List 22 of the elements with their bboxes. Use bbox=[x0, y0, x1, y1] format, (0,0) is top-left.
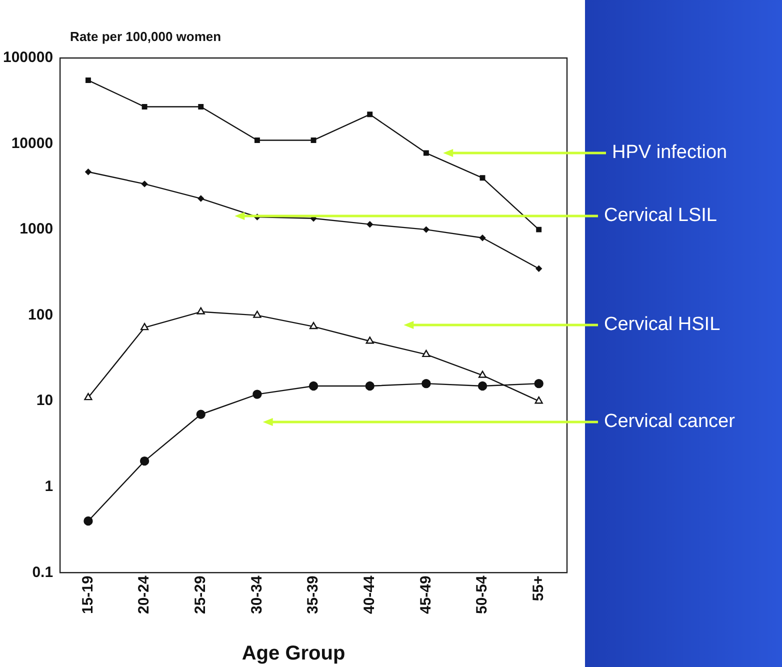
x-tick-label: 45-49 bbox=[417, 576, 434, 614]
x-axis-title: Age Group bbox=[242, 642, 346, 665]
y-tick-label: 100000 bbox=[2, 49, 54, 66]
x-tick-label: 55+ bbox=[530, 575, 547, 602]
x-tick-label: 35-39 bbox=[304, 576, 322, 614]
y-tick-label: 1000 bbox=[20, 220, 54, 238]
x-tick-label: 50-54 bbox=[474, 574, 491, 614]
text: Cervical LSIL bbox=[604, 205, 717, 226]
text: HPV infection bbox=[612, 142, 728, 164]
x-tick-label: 15-19 bbox=[79, 576, 96, 614]
y-tick-label: 1 bbox=[44, 478, 54, 496]
text: Cervical cancer bbox=[604, 411, 736, 432]
x-tick-label: 25-29 bbox=[192, 576, 210, 614]
y-axis-title: Rate per 100,000 women bbox=[70, 29, 222, 44]
x-tick-label: 40-44 bbox=[360, 574, 378, 614]
y-tick-label: 100 bbox=[28, 306, 54, 324]
x-tick-label: 30-34 bbox=[248, 574, 266, 614]
y-tick-label: 0.1 bbox=[32, 564, 54, 581]
y-tick-label: 10 bbox=[36, 392, 54, 410]
x-tick-label: 20-24 bbox=[136, 574, 153, 614]
text: Cervical HSIL bbox=[604, 314, 720, 336]
y-tick-label: 10000 bbox=[11, 134, 54, 152]
